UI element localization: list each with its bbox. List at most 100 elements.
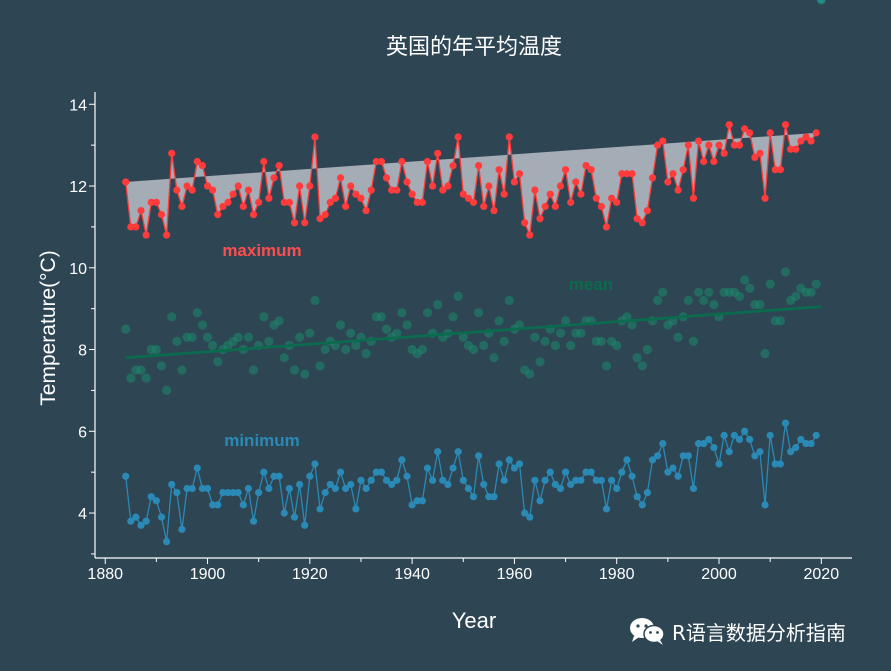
point-minimum-2010 [766,431,774,439]
point-maximum-1952 [469,198,478,206]
point-minimum-1992 [674,472,682,480]
series-layer [121,0,826,546]
point-minimum-1995 [689,484,698,493]
point-maximum-1976 [592,194,600,202]
point-minimum-1894 [173,488,181,497]
point-maximum-1916 [285,198,293,206]
point-maximum-1919 [301,219,309,227]
point-minimum-1906 [234,488,242,497]
point-maximum-1897 [188,186,196,194]
point-mean-1953 [474,308,484,318]
x-tick-label-1940: 1940 [394,566,430,583]
point-maximum-1915 [280,198,288,206]
point-maximum-1992 [674,186,682,194]
series-label-maximum: maximum [222,241,301,260]
point-maximum-1925 [331,194,339,202]
point-maximum-1966 [541,202,549,211]
point-maximum-1917 [290,219,299,227]
point-maximum-1997 [700,157,708,166]
point-mean-2015 [791,291,801,301]
point-maximum-2012 [776,166,784,174]
point-minimum-1971 [567,480,575,489]
point-mean-1964 [530,332,540,342]
point-minimum-1900 [203,484,212,493]
point-mean-1984 [632,353,642,363]
point-maximum-1958 [500,190,508,198]
point-maximum-2007 [751,153,759,162]
point-minimum-1896 [183,484,191,493]
point-mean-1997 [699,295,709,306]
point-mean-1988 [653,295,663,306]
point-maximum-1895 [178,202,186,211]
point-maximum-1928 [347,182,355,190]
point-maximum-1923 [321,211,329,219]
point-maximum-2013 [781,121,790,129]
point-mean-2006 [745,283,755,293]
point-maximum-1936 [388,186,396,194]
point-maximum-1963 [526,231,534,239]
point-mean-1908 [243,332,254,342]
point-minimum-1890 [152,497,160,505]
y-tick-label-12: 12 [69,179,87,196]
point-mean-1950 [458,332,468,342]
point-minimum-1898 [193,464,201,472]
point-minimum-2013 [781,419,790,427]
point-maximum-1993 [679,166,687,174]
point-maximum-1933 [372,157,380,166]
point-minimum-1903 [219,488,227,497]
point-minimum-1902 [214,501,222,509]
point-minimum-1988 [654,452,662,460]
point-maximum-1929 [352,190,360,198]
point-minimum-1996 [694,439,703,448]
axes: 1880 1900 1920 1940 1960 1980 2000 2020 4 6 8 10 12… [69,92,852,583]
point-maximum-1948 [449,161,457,170]
point-maximum-1950 [459,190,467,198]
point-maximum-1926 [336,174,345,182]
point-minimum-1954 [480,480,488,489]
point-mean-1912 [264,336,274,346]
point-maximum-1961 [515,170,524,178]
x-tick-label-1960: 1960 [497,566,533,583]
point-maximum-2009 [761,194,769,202]
point-minimum-1897 [188,484,196,493]
point-maximum-1896 [183,182,191,190]
point-mean-2004 [734,291,745,301]
watermark: R语言数据分析指南 [628,614,846,648]
point-mean-1923 [320,344,330,355]
point-maximum-1921 [311,133,319,141]
point-maximum-1888 [142,231,150,239]
point-minimum-2008 [756,448,764,456]
point-mean-1989 [658,287,668,297]
point-maximum-1907 [239,202,247,211]
point-mean-1948 [448,312,458,322]
point-minimum-1921 [311,460,319,468]
point-maximum-1946 [439,186,447,194]
point-maximum-2019 [812,129,820,137]
point-minimum-2006 [746,435,754,444]
point-mean-1971 [566,340,576,351]
point-mean-1927 [341,344,351,355]
point-minimum-1941 [413,497,421,505]
point-minimum-1919 [301,521,309,529]
point-maximum-1901 [209,186,217,194]
point-minimum-1981 [618,468,626,476]
point-mean-1986 [642,344,653,355]
y-tick-label-8: 8 [78,343,87,360]
point-maximum-1989 [659,137,667,145]
point-minimum-1930 [357,476,365,484]
point-minimum-1923 [321,488,329,497]
point-maximum-1885 [127,223,135,231]
point-minimum-1999 [710,444,718,452]
point-mean-2008 [755,299,765,310]
point-minimum-1913 [270,472,278,480]
point-maximum-1935 [382,174,391,182]
point-mean-1921 [310,295,320,306]
point-mean-1888 [141,373,151,383]
point-maximum-1974 [582,161,590,170]
x-ticks: 1880 1900 1920 1940 1960 1980 2000 2020 [87,558,839,583]
point-mean-2012 [775,316,785,326]
x-axis-title: Year [452,608,496,633]
point-minimum-1927 [342,484,350,493]
point-mean-1973 [576,328,586,338]
